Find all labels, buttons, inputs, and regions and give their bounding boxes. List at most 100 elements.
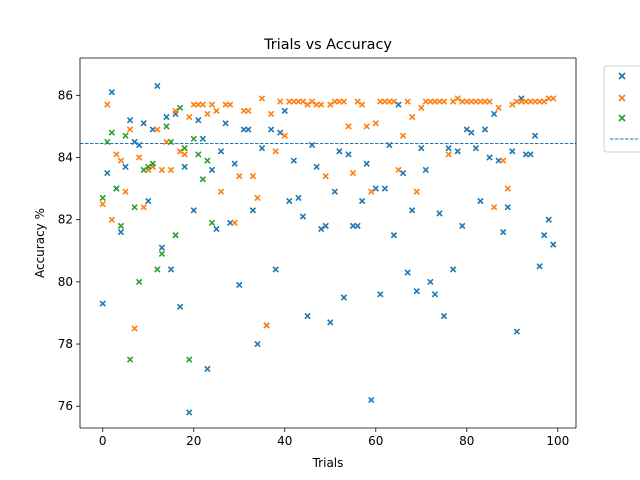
data-point-series-2 (204, 110, 211, 118)
data-point-series-1 (513, 328, 521, 335)
data-point-series-1 (531, 132, 539, 139)
data-point-series-1 (345, 151, 352, 158)
data-point-series-1 (509, 148, 516, 155)
data-point-series-1 (99, 300, 106, 307)
data-point-series-2 (135, 154, 143, 161)
x-tick-label: 100 (546, 434, 569, 448)
data-point-series-3 (163, 123, 170, 130)
x-axis-label: Trials (312, 456, 344, 470)
data-point-series-1 (472, 145, 480, 152)
data-point-series-2 (413, 188, 420, 195)
data-point-series-1 (536, 263, 543, 270)
data-point-series-2 (345, 123, 352, 130)
data-point-series-1 (304, 312, 311, 320)
data-point-series-1 (245, 126, 252, 133)
data-point-series-3 (176, 104, 184, 111)
data-point-series-2 (208, 101, 216, 108)
legend-box (603, 65, 640, 153)
data-point-series-1 (281, 107, 288, 115)
data-point-series-1 (135, 141, 143, 149)
data-point-series-2 (390, 98, 398, 105)
data-point-series-1 (277, 129, 284, 136)
data-point-series-2 (272, 148, 279, 155)
data-point-series-1 (358, 197, 366, 205)
data-point-series-2 (418, 104, 425, 111)
data-point-series-1 (140, 120, 147, 127)
data-point-series-1 (318, 225, 325, 233)
data-point-series-2 (172, 107, 179, 115)
data-point-series-2 (277, 98, 284, 105)
data-point-series-3 (108, 129, 116, 136)
x-tick-label: 80 (459, 434, 474, 448)
legend (603, 65, 640, 153)
data-point-series-1 (126, 117, 134, 124)
data-point-series-1 (445, 145, 452, 152)
data-point-series-3 (208, 219, 216, 226)
data-point-series-1 (213, 225, 220, 233)
data-point-series-1 (104, 169, 111, 177)
data-point-series-3 (204, 157, 211, 164)
data-point-series-1 (386, 141, 393, 149)
data-point-series-2 (349, 169, 357, 177)
data-point-series-1 (340, 294, 348, 301)
data-point-series-1 (422, 166, 430, 174)
data-point-series-1 (431, 291, 439, 298)
data-point-series-1 (217, 148, 225, 155)
data-point-series-2 (226, 101, 234, 108)
data-point-series-1 (440, 312, 448, 320)
data-point-series-1 (272, 266, 279, 273)
data-point-series-1 (500, 228, 507, 236)
data-point-series-2 (299, 98, 307, 105)
data-point-series-2 (500, 157, 507, 164)
data-point-series-1 (436, 210, 443, 217)
y-tick-label: 76 (58, 399, 73, 413)
legend-marker-series-2 (618, 94, 626, 102)
data-point-series-2 (504, 185, 511, 192)
data-point-series-1 (490, 110, 498, 118)
data-point-series-2 (213, 107, 220, 115)
y-tick-label: 80 (58, 275, 73, 289)
data-point-series-3 (195, 151, 202, 158)
data-point-series-2 (181, 151, 188, 158)
data-point-series-3 (158, 250, 166, 258)
data-points (99, 82, 557, 416)
data-point-series-3 (167, 138, 175, 146)
data-point-series-1 (249, 207, 257, 214)
data-point-series-2 (358, 101, 366, 108)
data-point-series-2 (449, 98, 457, 105)
data-point-series-3 (199, 176, 207, 183)
data-point-series-3 (104, 138, 111, 146)
data-point-series-1 (486, 154, 493, 161)
data-point-series-1 (195, 117, 202, 124)
plot-area (80, 58, 576, 428)
data-point-series-3 (131, 204, 138, 211)
data-point-series-1 (176, 303, 184, 310)
data-point-series-2 (249, 172, 257, 180)
data-point-series-1 (290, 157, 298, 164)
data-point-series-2 (404, 98, 411, 105)
data-point-series-2 (199, 101, 207, 108)
data-point-series-2 (267, 110, 275, 118)
data-point-series-2 (258, 95, 266, 102)
data-point-series-2 (445, 151, 452, 158)
data-point-series-1 (418, 145, 425, 152)
data-point-series-1 (381, 185, 389, 192)
data-point-series-1 (190, 207, 197, 214)
data-point-series-2 (104, 101, 111, 108)
data-point-series-3 (186, 356, 193, 363)
data-point-series-1 (295, 194, 302, 202)
data-point-series-2 (354, 98, 361, 105)
data-point-series-2 (509, 101, 516, 108)
data-point-series-2 (231, 219, 238, 226)
data-point-series-2 (395, 166, 402, 174)
data-point-series-1 (395, 101, 402, 108)
data-point-series-1 (427, 278, 434, 286)
data-point-series-2 (304, 101, 311, 108)
data-point-series-2 (140, 204, 147, 211)
data-point-series-2 (308, 98, 316, 105)
x-tick-label: 20 (186, 434, 201, 448)
data-point-series-1 (527, 151, 534, 158)
data-point-series-2 (154, 126, 161, 133)
y-tick-label: 78 (58, 337, 73, 351)
